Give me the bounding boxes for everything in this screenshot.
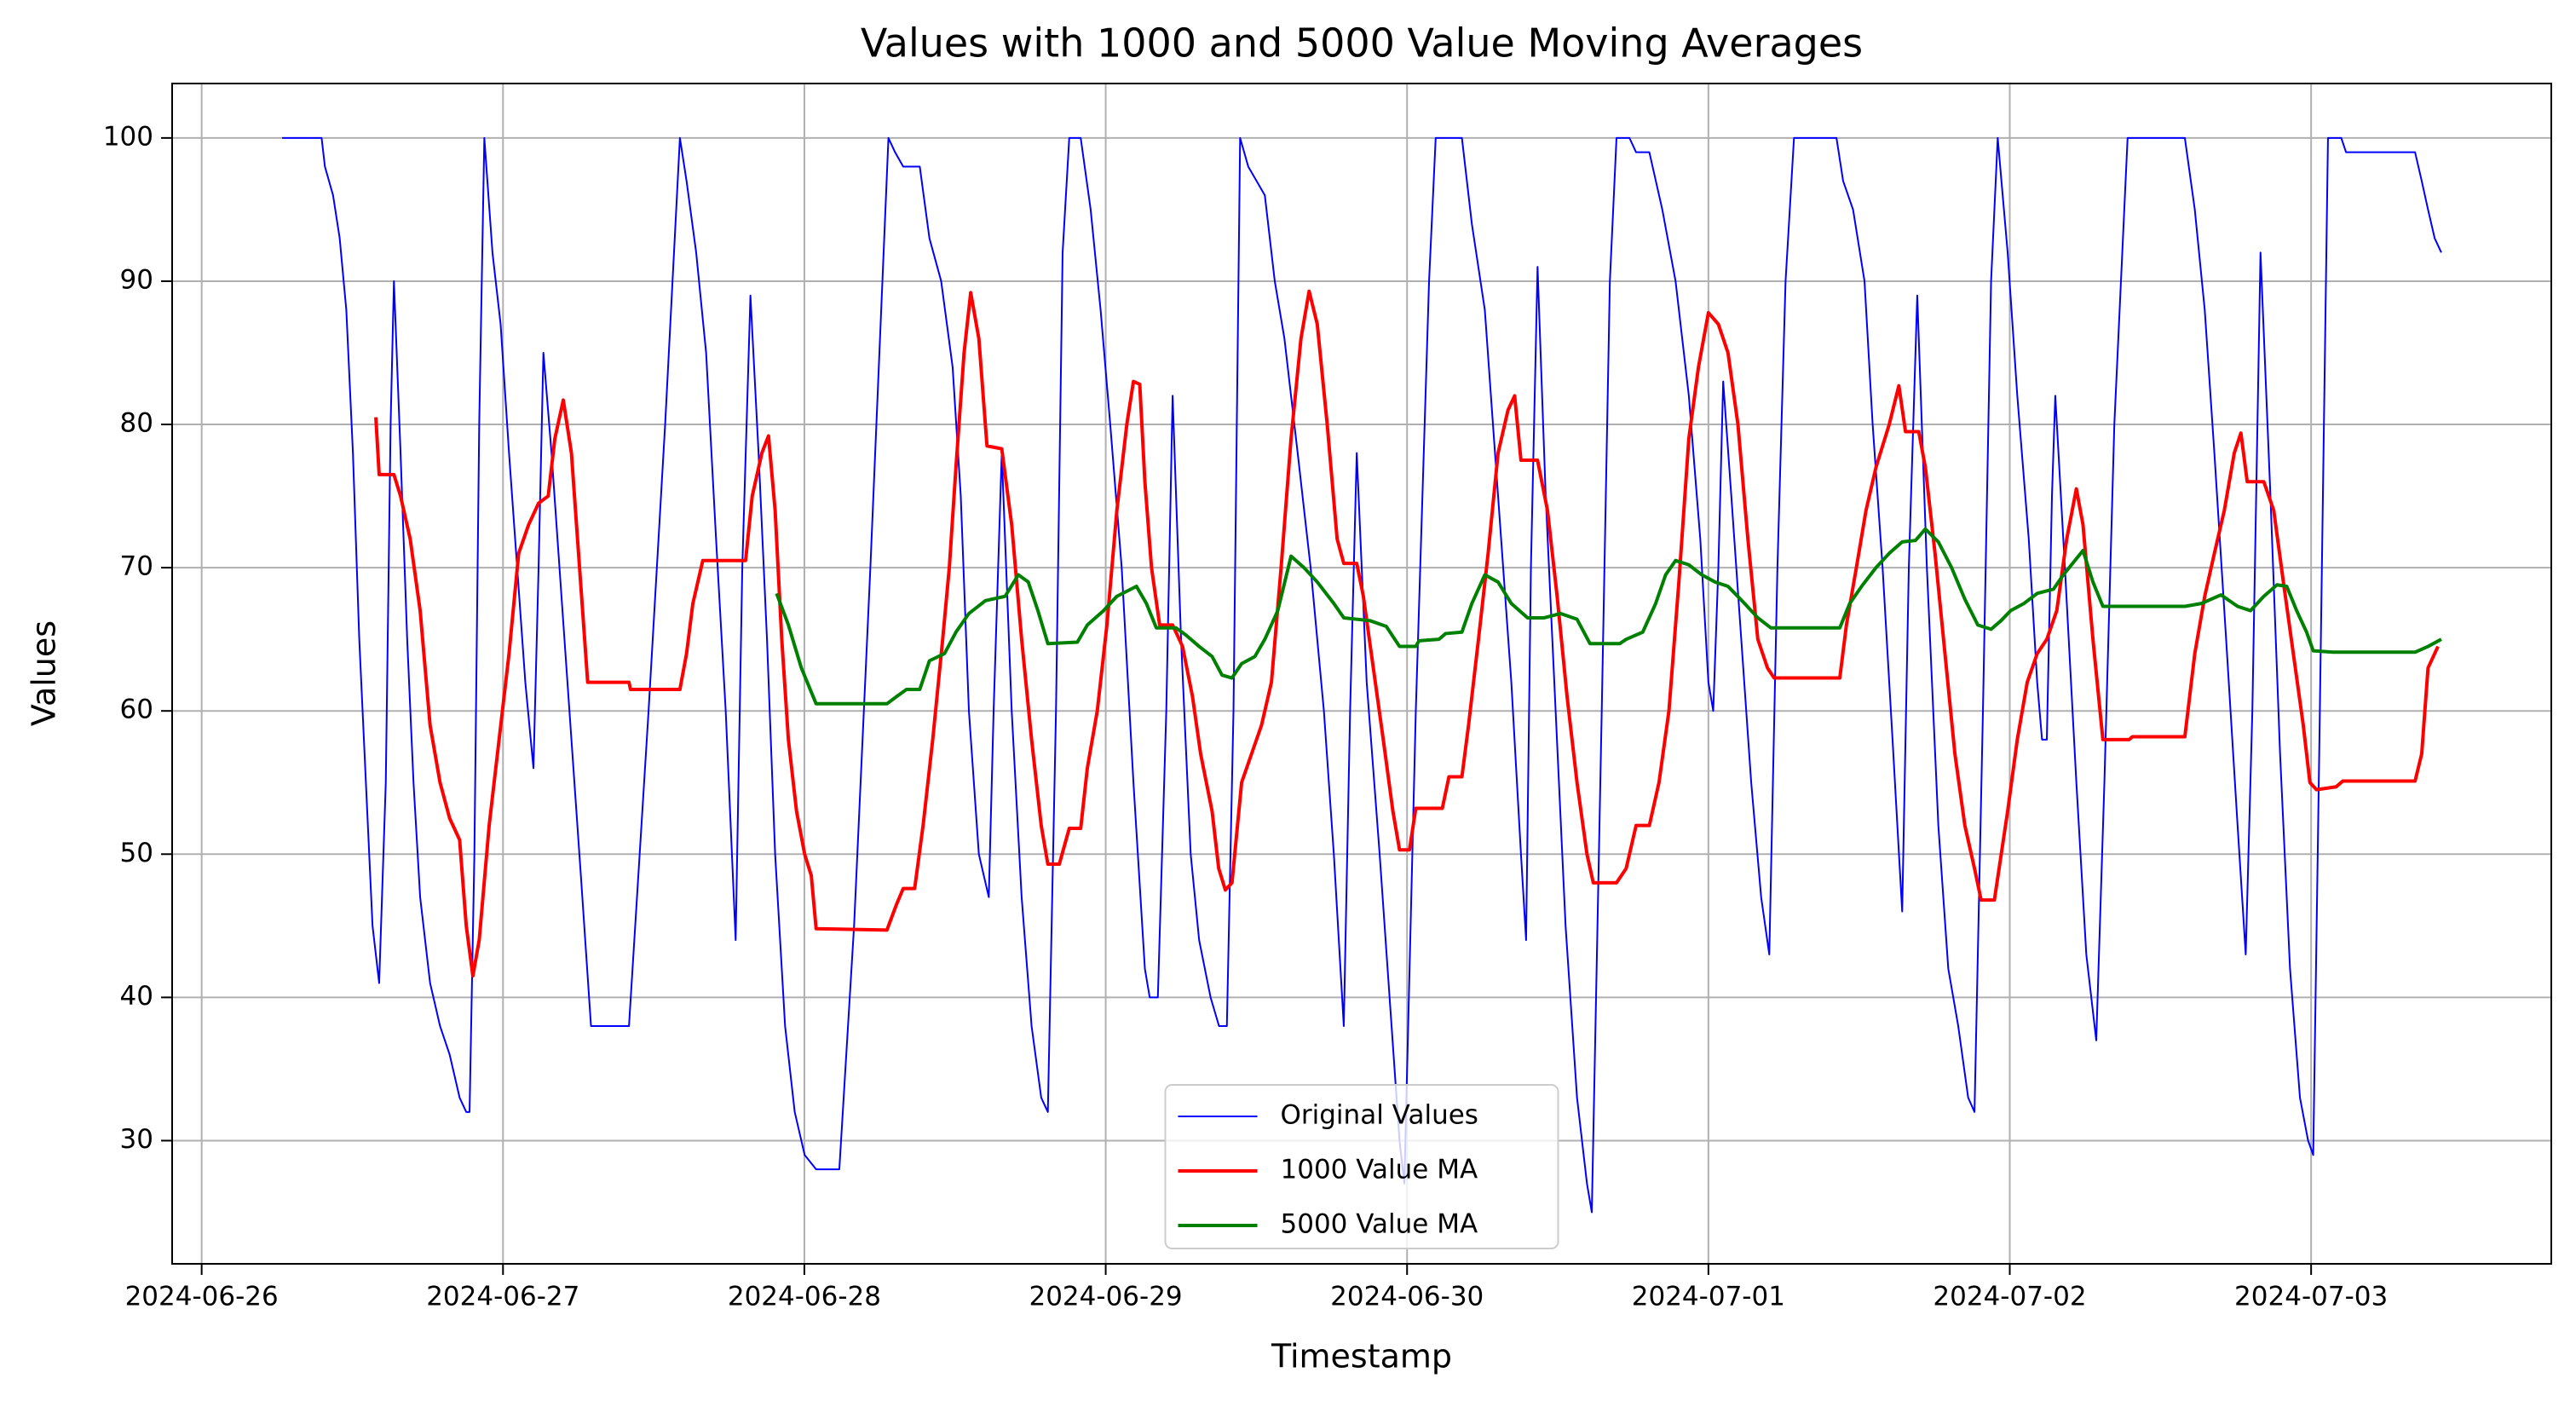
- legend-label: 5000 Value MA: [1281, 1209, 1478, 1240]
- grid: [172, 84, 2551, 1264]
- legend-label: 1000 Value MA: [1281, 1155, 1478, 1185]
- legend: Original Values 1000 Value MA 5000 Value M…: [1164, 1084, 1559, 1249]
- x-axis-label: Timestamp: [1271, 1338, 1452, 1375]
- data-line: [775, 527, 2442, 706]
- y-tick-label: 60: [120, 695, 153, 725]
- y-axis-label: Values: [26, 620, 63, 726]
- legend-box: [1164, 1084, 1559, 1249]
- y-tick-label: 30: [120, 1124, 153, 1155]
- y-tick-label: 90: [120, 264, 153, 295]
- x-tick-label: 2024-07-03: [2234, 1282, 2388, 1312]
- x-tick-label: 2024-07-02: [1933, 1282, 2086, 1312]
- x-tick-label: 2024-06-27: [426, 1282, 579, 1312]
- chart-title: Values with 1000 and 5000 Value Moving A…: [861, 20, 1863, 66]
- y-tick-label: 50: [120, 838, 153, 868]
- y-tick-label: 80: [120, 408, 153, 439]
- y-tick-label: 70: [120, 551, 153, 582]
- x-tick-label: 2024-06-26: [125, 1282, 279, 1312]
- y-tick-label: 100: [103, 121, 153, 152]
- x-tick-label: 2024-06-29: [1029, 1282, 1182, 1312]
- y-tick-label: 40: [120, 981, 153, 1012]
- data-line: [374, 289, 2440, 978]
- x-tick-label: 2024-06-30: [1330, 1282, 1484, 1312]
- data-line: [282, 136, 2442, 1214]
- plot-frame: [171, 83, 2552, 1265]
- x-tick-label: 2024-06-28: [728, 1282, 881, 1312]
- x-tick-label: 2024-07-01: [1632, 1282, 1785, 1312]
- legend-label: Original Values: [1281, 1100, 1478, 1131]
